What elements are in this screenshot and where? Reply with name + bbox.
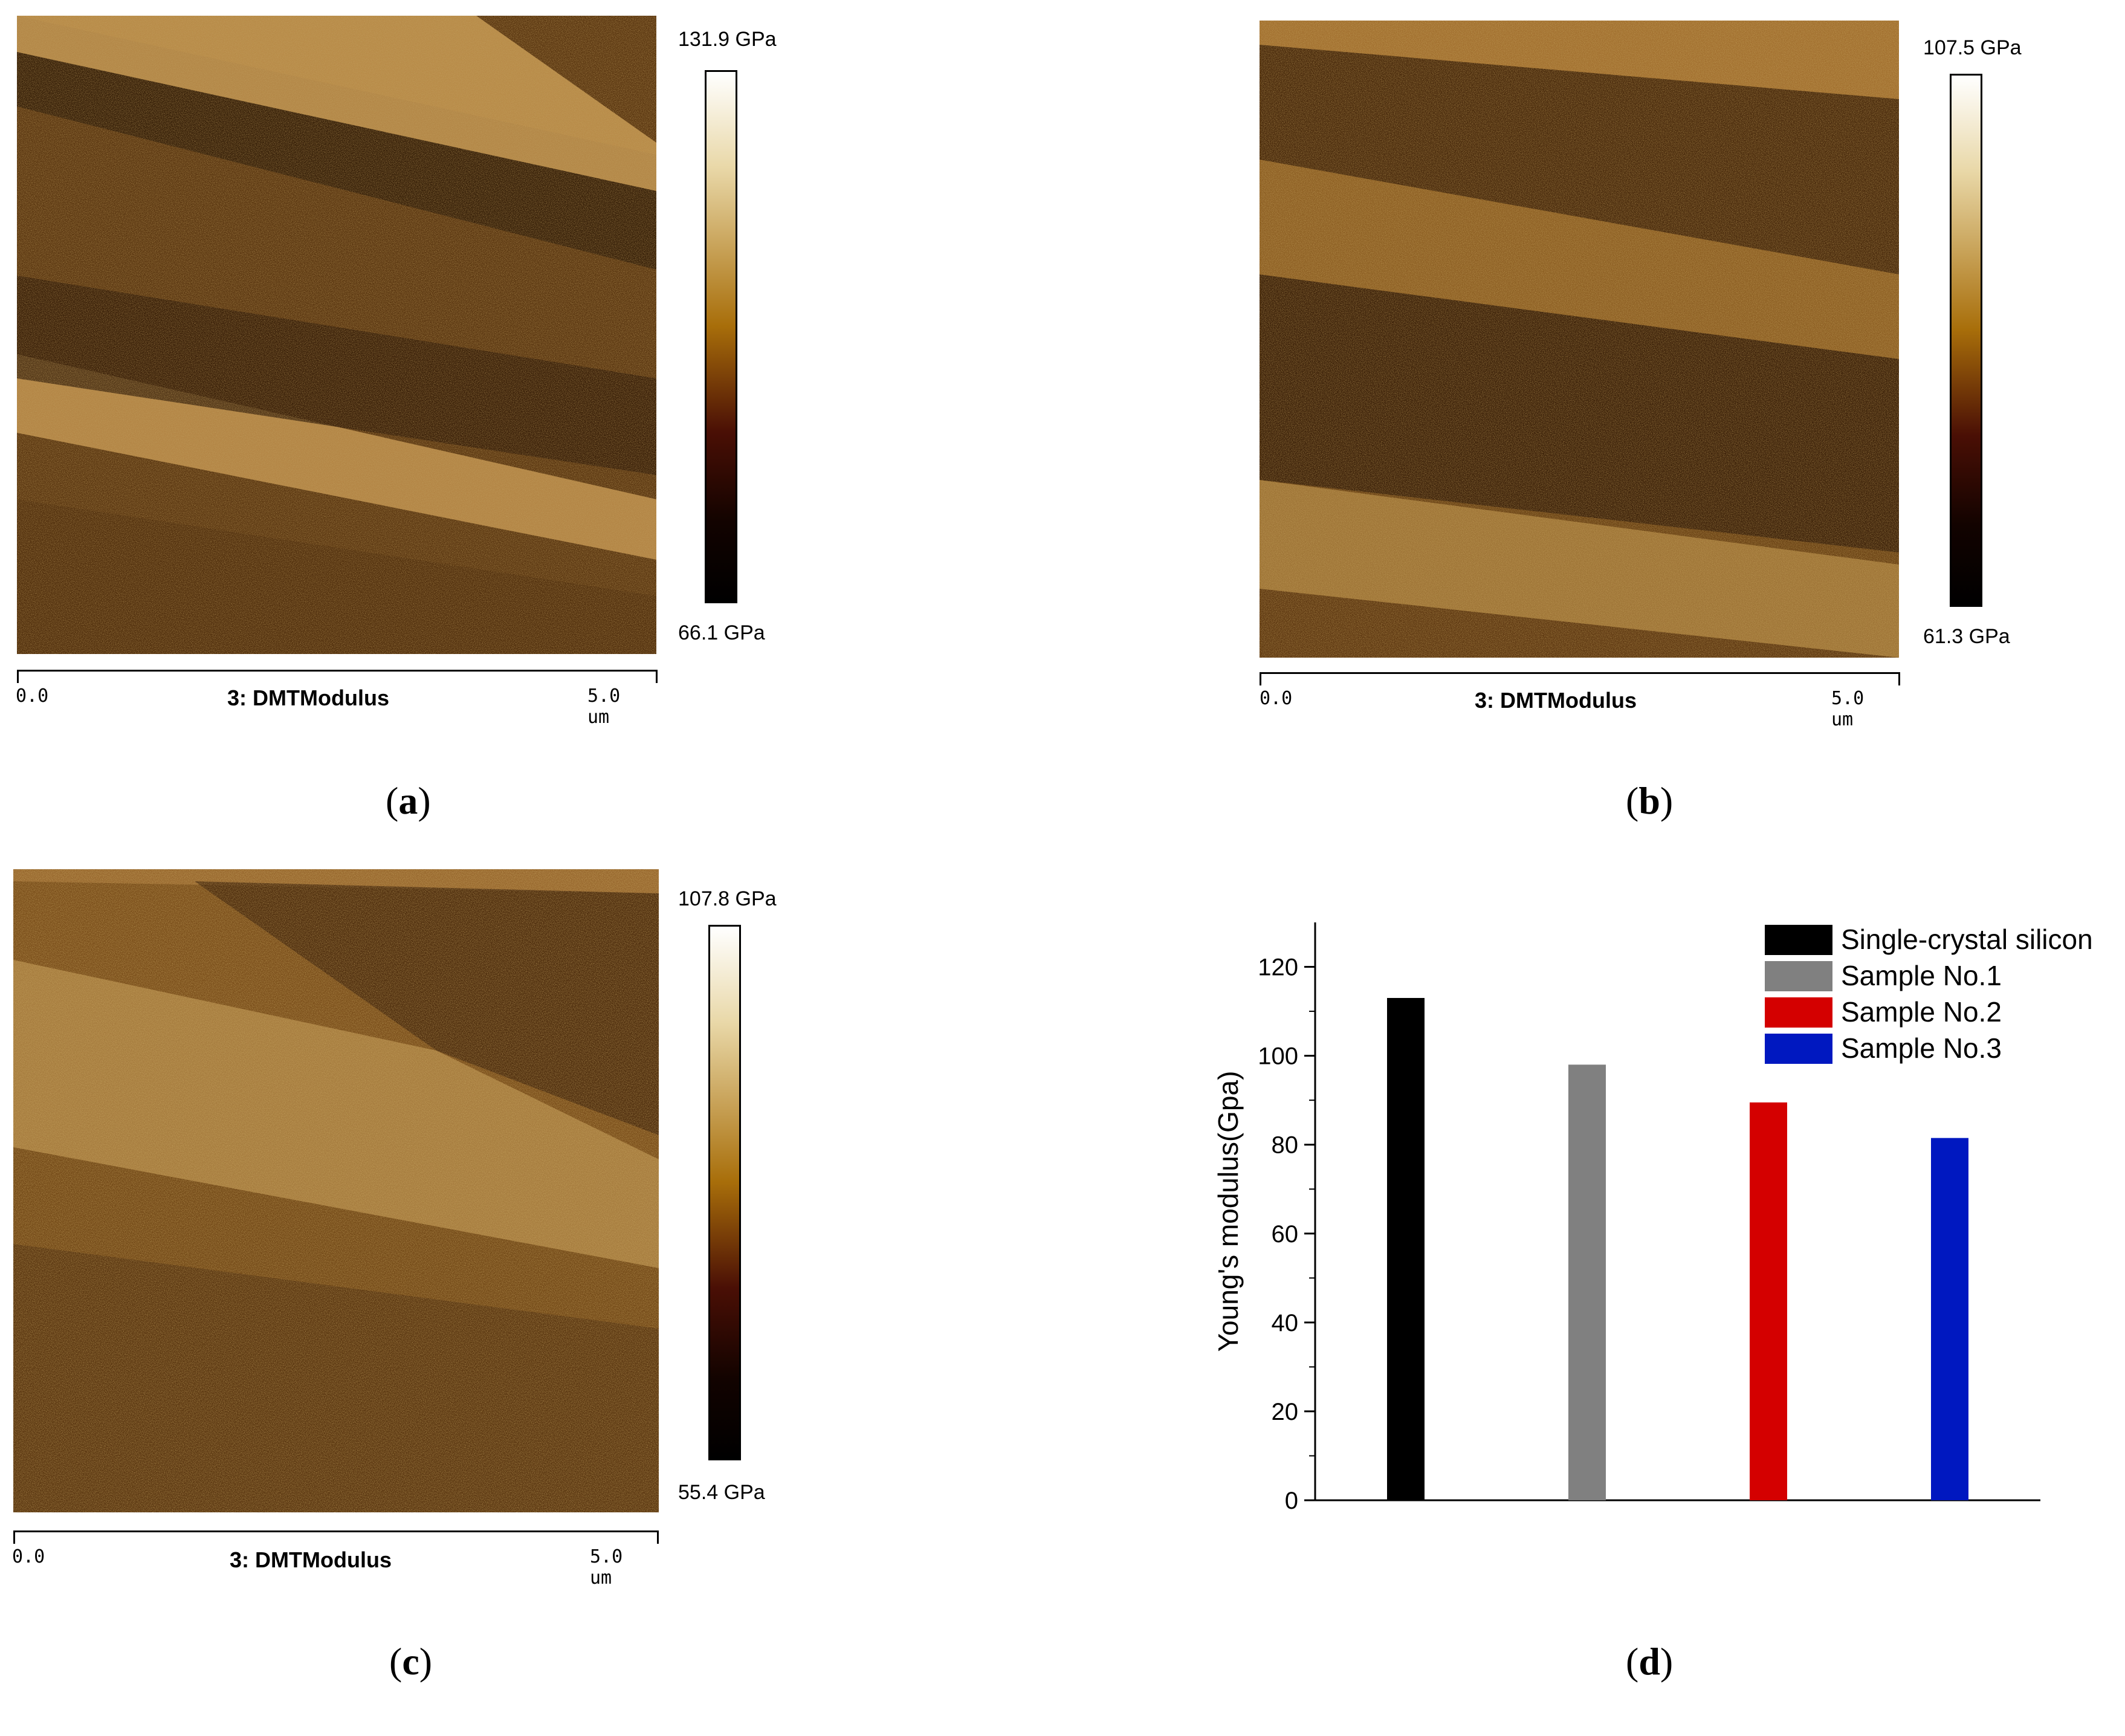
afm-image-a-svg [17, 16, 656, 654]
colorbar-max-a: 131.9 GPa [678, 28, 777, 51]
scale-start-b: 0.0 [1260, 688, 1293, 709]
scale-end-b: 5.0 um [1831, 688, 1865, 730]
scale-start-a: 0.0 [16, 685, 49, 707]
bar-1 [1387, 998, 1425, 1500]
colorbar-min-b: 61.3 GPa [1923, 625, 2010, 648]
panel-label-d: (d) [1626, 1640, 1674, 1683]
colorbar-min-c: 55.4 GPa [678, 1481, 765, 1504]
chart-legend: Single-crystal silicon Sample No.1 Sample … [1765, 924, 2093, 1064]
scale-start-c: 0.0 [12, 1546, 45, 1567]
panel-letter-c: c [402, 1640, 419, 1683]
scale-bar-b [1260, 672, 1900, 674]
legend-label-1: Single-crystal silicon [1841, 924, 2093, 955]
scale-bar-c [13, 1530, 659, 1532]
colorbar-max-c: 107.8 GPa [678, 887, 777, 910]
scale-end-c: 5.0 um [590, 1546, 623, 1589]
y-tick-label: 20 [1272, 1399, 1299, 1425]
y-tick-label: 40 [1272, 1310, 1299, 1336]
scale-tick-right-b [1898, 672, 1900, 685]
colorbar-b [1950, 74, 1982, 607]
y-tick-label: 120 [1258, 954, 1298, 981]
colorbar-a [705, 70, 737, 603]
bar-2 [1568, 1064, 1606, 1500]
legend-swatch-4 [1765, 1034, 1832, 1064]
y-tick-label: 80 [1272, 1132, 1299, 1159]
scale-tick-right-a [656, 670, 658, 683]
chart-d: 0 20 40 60 80 100 120 Young's modulus(Gpa) Sing… [1212, 922, 2093, 1514]
y-tick-label: 60 [1272, 1221, 1299, 1248]
channel-label-b: 3: DMTModulus [1475, 688, 1637, 713]
bar-4 [1931, 1138, 1968, 1500]
scale-tick-left-a [17, 670, 19, 683]
afm-image-a [17, 16, 656, 654]
scale-tick-right-c [657, 1530, 659, 1544]
legend-label-3: Sample No.2 [1841, 996, 2002, 1028]
panel-letter-d: d [1638, 1640, 1660, 1683]
legend-label-4: Sample No.3 [1841, 1032, 2002, 1064]
afm-image-c-svg [13, 869, 659, 1512]
channel-label-c: 3: DMTModulus [230, 1547, 392, 1572]
chart-axes: 0 20 40 60 80 100 120 Young's modulus(Gpa) [1212, 922, 2040, 1514]
colorbar-max-b: 107.5 GPa [1923, 36, 2022, 59]
legend-swatch-1 [1765, 925, 1832, 955]
afm-image-b-svg [1260, 21, 1899, 658]
y-tick-label: 100 [1258, 1043, 1298, 1070]
colorbar-c [708, 925, 741, 1460]
chart-bars [1387, 998, 1968, 1500]
y-axis-title: Young's modulus(Gpa) [1212, 1071, 1244, 1352]
bar-3 [1750, 1102, 1787, 1500]
legend-label-2: Sample No.1 [1841, 960, 2002, 991]
panel-label-c: (c) [389, 1640, 433, 1683]
panel-letter-a: a [398, 779, 418, 822]
panel-label-a: (a) [386, 779, 431, 822]
panel-label-b: (b) [1626, 779, 1674, 822]
scale-bar-a [17, 670, 658, 672]
y-tick-label: 0 [1285, 1488, 1298, 1514]
scale-tick-left-c [13, 1530, 15, 1544]
colorbar-min-a: 66.1 GPa [678, 621, 765, 644]
scale-tick-left-b [1260, 672, 1261, 685]
afm-image-c [13, 869, 659, 1512]
legend-swatch-2 [1765, 961, 1832, 991]
legend-swatch-3 [1765, 997, 1832, 1028]
scale-end-a: 5.0 um [587, 685, 621, 728]
channel-label-a: 3: DMTModulus [227, 685, 389, 710]
afm-image-b [1260, 21, 1899, 658]
panel-letter-b: b [1638, 779, 1660, 822]
